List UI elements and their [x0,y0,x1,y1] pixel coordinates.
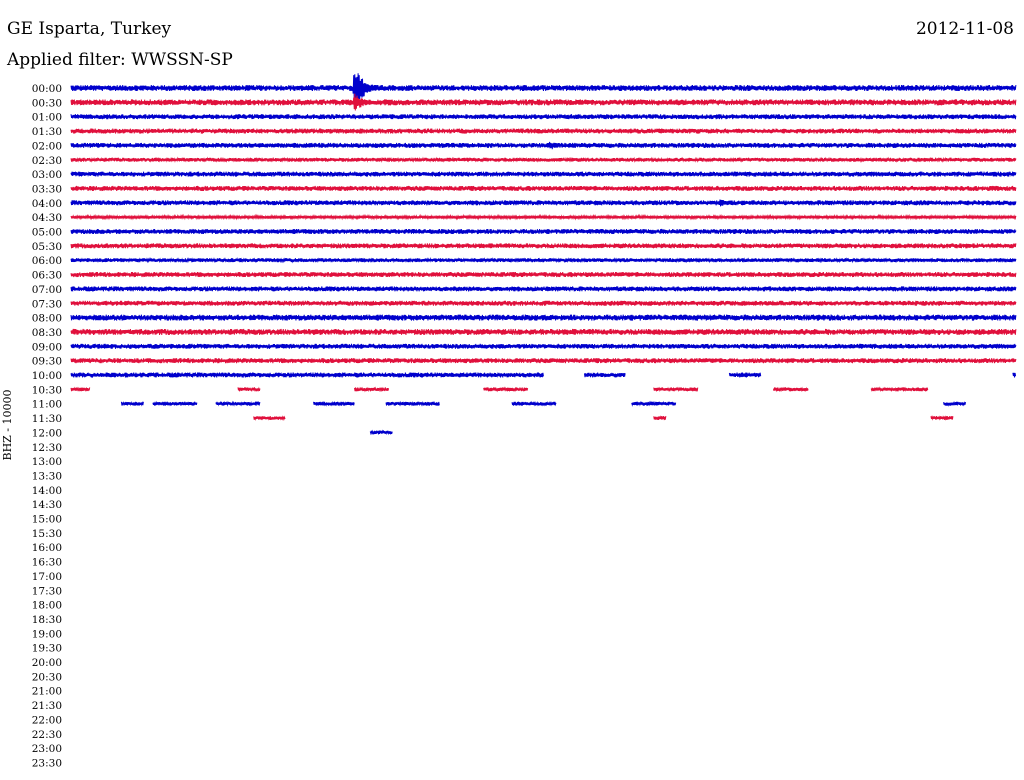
trace-segment [870,386,929,393]
y-tick-label: 07:00 [32,284,62,296]
y-tick-labels: 00:00 00:30 01:00 01:30 02:00 02:30 03:00 03:30… [32,83,62,769]
trace-segment [237,386,261,393]
trace-segment [70,213,1017,221]
y-tick-label: 00:00 [32,83,62,95]
y-tick-label: 03:00 [32,169,62,181]
y-tick-label: 13:00 [32,456,62,468]
y-tick-label: 05:30 [32,241,62,253]
trace-segment [631,400,677,407]
y-tick-label: 15:00 [32,514,62,526]
trace-segment [152,400,198,407]
trace-segment [70,128,1017,135]
y-tick-label: 14:00 [32,485,62,497]
y-tick-label: 10:00 [32,370,62,382]
trace-segment [70,314,1017,321]
trace-segment [943,401,967,407]
y-tick-label: 01:00 [32,112,62,124]
y-tick-label: 12:00 [32,427,62,439]
station-title: GE Isparta, Turkey [7,19,172,39]
y-tick-label: 15:30 [32,528,62,540]
trace-segment [70,199,1017,207]
y-tick-label: 23:00 [32,743,62,755]
y-tick-label: 04:00 [32,198,62,210]
trace-segment [70,156,1017,163]
y-tick-label: 07:30 [32,298,62,310]
y-tick-label: 22:30 [32,729,62,741]
trace-segment [70,328,1017,336]
trace-segment [70,171,1017,178]
trace-segment [120,401,144,407]
y-tick-label: 10:30 [32,384,62,396]
trace-segment [70,357,1017,364]
trace-segment [313,400,355,407]
trace-segment [70,300,1017,307]
trace-segment [70,228,1017,235]
y-tick-label: 20:30 [32,671,62,683]
y-tick-label: 00:30 [32,97,62,109]
y-tick-label: 17:00 [32,571,62,583]
y-tick-label: 08:00 [32,313,62,325]
y-tick-label: 05:00 [32,227,62,239]
y-tick-label: 21:00 [32,686,62,698]
filter-label: Applied filter: WWSSN-SP [7,50,233,70]
trace-segment [930,415,954,421]
trace-segment [70,343,1017,350]
trace-segment [653,415,667,421]
y-tick-label: 17:30 [32,585,62,597]
y-tick-label: 02:00 [32,140,62,152]
trace-segment [70,256,1017,264]
trace-segment [1012,372,1017,378]
trace-segment [70,386,91,392]
y-tick-label: 09:00 [32,341,62,353]
trace-segment [70,93,1017,111]
y-tick-label: 16:30 [32,557,62,569]
trace-segment [511,400,557,407]
y-tick-label: 20:00 [32,657,62,669]
y-tick-label: 03:30 [32,183,62,195]
y-tick-label: 09:30 [32,356,62,368]
trace-segment [253,415,286,422]
trace-segment [70,371,544,379]
y-tick-label: 11:30 [32,413,62,425]
trace-segment [70,285,1017,292]
y-tick-label: 14:30 [32,499,62,511]
trace-segment [70,242,1017,250]
y-tick-label: 23:30 [32,757,62,769]
y-tick-label: 01:30 [32,126,62,138]
y-tick-label: 12:30 [32,442,62,454]
trace-segment [70,113,1017,120]
trace-segment [653,386,699,393]
y-tick-label: 16:00 [32,542,62,554]
y-tick-label: 19:00 [32,628,62,640]
trace-segment [772,386,809,393]
y-tick-label: 02:30 [32,155,62,167]
trace-segment [483,386,529,393]
y-tick-label: 08:30 [32,327,62,339]
trace-segment [354,386,390,393]
trace-segment [70,73,1017,105]
y-tick-label: 19:30 [32,643,62,655]
trace-segment [215,400,261,407]
trace-segment [369,429,393,436]
y-tick-label: 04:30 [32,212,62,224]
y-tick-label: 11:00 [32,399,62,411]
y-tick-label: 13:30 [32,470,62,482]
trace-lines [70,73,1017,436]
trace-segment [728,372,762,378]
y-tick-label: 21:30 [32,700,62,712]
y-tick-label: 06:00 [32,255,62,267]
trace-segment [70,271,1017,278]
trace-segment [385,400,440,407]
date-label: 2012-11-08 [915,19,1014,39]
y-tick-label: 18:00 [32,600,62,612]
y-tick-label: 22:00 [32,714,62,726]
y-tick-label: 18:30 [32,614,62,626]
trace-segment [70,185,1017,192]
trace-segment [70,141,1017,150]
trace-segment [583,372,626,378]
y-tick-label: 06:30 [32,270,62,282]
